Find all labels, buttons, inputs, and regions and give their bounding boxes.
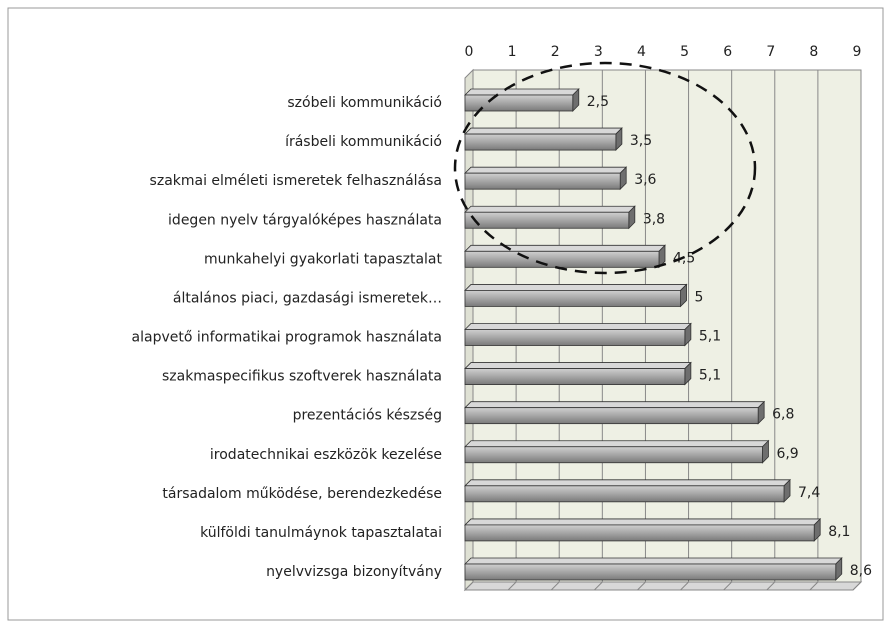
floor-grid-line bbox=[766, 581, 776, 591]
bar-top bbox=[464, 323, 692, 330]
x-tick-label: 7 bbox=[766, 44, 775, 60]
x-tick-label: 9 bbox=[853, 44, 862, 60]
data-label: 3,8 bbox=[643, 211, 665, 227]
floor-grid-line bbox=[464, 581, 474, 591]
floor bbox=[463, 581, 863, 591]
x-tick-label: 0 bbox=[465, 44, 474, 60]
y-tick-label: munkahelyi gyakorlati tapasztalat bbox=[204, 251, 443, 267]
bar-top bbox=[464, 166, 628, 174]
floor-grid-line bbox=[593, 581, 603, 591]
y-tick-label: szóbeli kommunikáció bbox=[287, 95, 442, 111]
y-tick-label: nyelvvizsga bizonyítvány bbox=[266, 564, 442, 580]
bar bbox=[464, 290, 681, 307]
y-tick-label: idegen nyelv tárgyalóképes használata bbox=[168, 212, 442, 228]
y-tick-label: alapvető informatikai programok használa… bbox=[132, 330, 442, 346]
data-label: 5 bbox=[695, 289, 704, 305]
y-tick-label: irodatechnikai eszközök kezelése bbox=[210, 447, 442, 463]
data-label: 8,6 bbox=[850, 563, 872, 579]
highlight-ellipse bbox=[453, 61, 757, 275]
bar-top bbox=[464, 244, 666, 252]
bar bbox=[464, 133, 617, 151]
y-tick-label: szakmaspecifikus szoftverek használata bbox=[162, 369, 442, 385]
data-label: 3,6 bbox=[634, 172, 656, 188]
y-tick-label: írásbeli kommunikáció bbox=[285, 134, 442, 150]
data-label: 5,1 bbox=[699, 368, 721, 384]
bar bbox=[464, 329, 686, 346]
floor-grid-line bbox=[637, 581, 646, 591]
floor-grid-line bbox=[723, 581, 733, 591]
data-label: 2,5 bbox=[587, 94, 609, 110]
bar bbox=[464, 524, 815, 542]
y-tick-label: társadalom működése, berendezkedése bbox=[162, 486, 442, 502]
floor-grid-line bbox=[507, 581, 517, 591]
y-tick-label: prezentációs készség bbox=[293, 408, 442, 424]
y-tick-label: szakmai elméleti ismeretek felhasználása bbox=[150, 173, 442, 189]
x-tick-label: 1 bbox=[508, 44, 517, 60]
floor-grid-line bbox=[550, 581, 560, 591]
x-tick-label: 4 bbox=[637, 44, 646, 60]
data-label: 6,9 bbox=[776, 446, 798, 462]
data-label: 8,1 bbox=[828, 524, 850, 540]
y-tick-label: külföldi tanulmáynok tapasztalatai bbox=[200, 525, 442, 541]
bar bbox=[464, 368, 686, 385]
bar bbox=[464, 250, 660, 268]
bar-top bbox=[464, 401, 766, 409]
x-tick-label: 5 bbox=[680, 44, 689, 60]
bar-top bbox=[464, 557, 843, 565]
x-tick-label: 6 bbox=[723, 44, 732, 60]
bar-top bbox=[464, 284, 688, 291]
floor-grid-line bbox=[809, 581, 819, 591]
bar-top bbox=[464, 440, 770, 448]
bar bbox=[464, 407, 759, 425]
bar bbox=[464, 446, 763, 464]
x-tick-label: 3 bbox=[594, 44, 603, 60]
bar-top bbox=[464, 362, 692, 369]
bar-top bbox=[464, 127, 623, 135]
data-label: 5,1 bbox=[699, 329, 721, 345]
bar-top bbox=[464, 205, 636, 213]
bar bbox=[464, 563, 837, 581]
bar bbox=[464, 172, 621, 190]
bar-top bbox=[464, 479, 791, 487]
floor-grid-line bbox=[852, 581, 862, 591]
x-tick-label: 8 bbox=[809, 44, 818, 60]
data-label: 7,4 bbox=[798, 485, 820, 501]
x-tick-label: 2 bbox=[551, 44, 560, 60]
floor-grid-line bbox=[680, 581, 689, 591]
bar-top bbox=[464, 88, 580, 96]
bar bbox=[464, 485, 785, 503]
bar-top bbox=[464, 518, 822, 526]
data-label: 3,5 bbox=[630, 133, 652, 149]
bar bbox=[464, 211, 630, 229]
data-label: 6,8 bbox=[772, 407, 794, 423]
y-tick-label: általános piaci, gazdasági ismeretek… bbox=[173, 290, 442, 306]
